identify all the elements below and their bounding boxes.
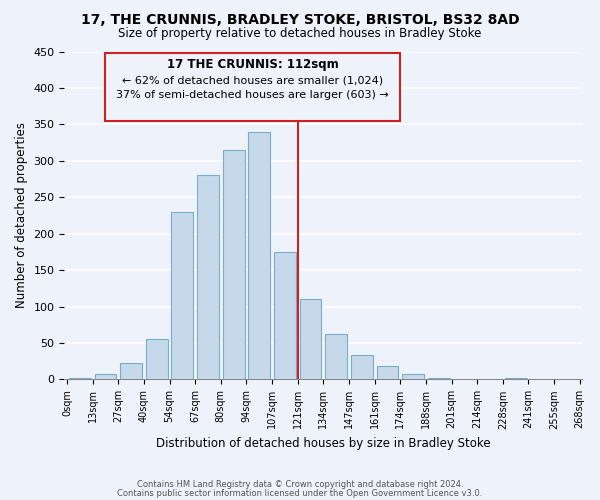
Text: Contains HM Land Registry data © Crown copyright and database right 2024.: Contains HM Land Registry data © Crown c… bbox=[137, 480, 463, 489]
Bar bbox=[95, 374, 116, 380]
Bar bbox=[505, 378, 527, 380]
Bar bbox=[377, 366, 398, 380]
Bar bbox=[402, 374, 424, 380]
Bar bbox=[248, 132, 270, 380]
Text: 37% of semi-detached houses are larger (603) →: 37% of semi-detached houses are larger (… bbox=[116, 90, 389, 100]
Bar bbox=[172, 212, 193, 380]
Bar bbox=[223, 150, 245, 380]
Bar bbox=[197, 176, 219, 380]
Bar bbox=[325, 334, 347, 380]
Bar bbox=[120, 364, 142, 380]
Text: Contains public sector information licensed under the Open Government Licence v3: Contains public sector information licen… bbox=[118, 489, 482, 498]
Text: 17 THE CRUNNIS: 112sqm: 17 THE CRUNNIS: 112sqm bbox=[167, 58, 339, 71]
Text: Size of property relative to detached houses in Bradley Stoke: Size of property relative to detached ho… bbox=[118, 28, 482, 40]
Bar bbox=[299, 300, 322, 380]
Y-axis label: Number of detached properties: Number of detached properties bbox=[15, 122, 28, 308]
Text: ← 62% of detached houses are smaller (1,024): ← 62% of detached houses are smaller (1,… bbox=[122, 76, 383, 86]
Bar bbox=[274, 252, 296, 380]
Bar bbox=[106, 53, 400, 120]
Bar bbox=[428, 378, 449, 380]
Bar bbox=[146, 340, 167, 380]
Bar bbox=[351, 356, 373, 380]
Bar bbox=[69, 378, 91, 380]
Text: 17, THE CRUNNIS, BRADLEY STOKE, BRISTOL, BS32 8AD: 17, THE CRUNNIS, BRADLEY STOKE, BRISTOL,… bbox=[80, 12, 520, 26]
X-axis label: Distribution of detached houses by size in Bradley Stoke: Distribution of detached houses by size … bbox=[156, 437, 491, 450]
